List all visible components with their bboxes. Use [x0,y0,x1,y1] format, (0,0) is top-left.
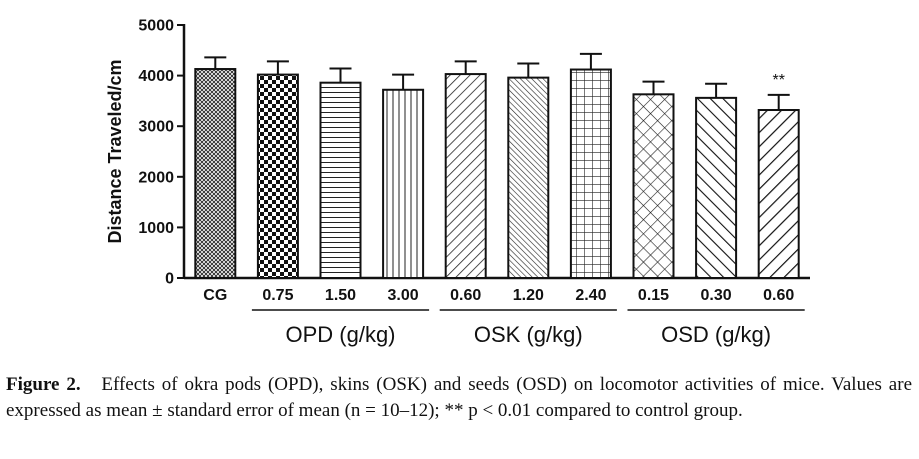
group-label: OSD (g/kg) [661,322,771,347]
bar [256,73,299,279]
bar [382,88,425,279]
x-tick-label: 0.30 [701,287,732,304]
bar [632,93,675,279]
bar [757,109,800,280]
significance-label: ** [772,72,784,89]
bar [194,68,237,279]
x-tick-label: 0.60 [763,287,794,304]
group-label: OPD (g/kg) [285,322,395,347]
x-tick-label: 3.00 [388,287,419,304]
x-tick-label: 2.40 [575,287,606,304]
group-label: OSK (g/kg) [474,322,583,347]
bar [695,96,738,279]
y-tick-label: 1000 [138,220,174,237]
figure-caption-text: Effects of okra pods (OPD), skins (OSK) … [6,374,913,421]
x-tick-label: 0.15 [638,287,669,304]
y-tick-label: 5000 [138,18,174,35]
y-tick-label: 0 [165,271,174,288]
bar [319,81,362,279]
x-tick-label: 0.75 [262,287,293,304]
figure-label: Figure 2. [6,374,81,395]
x-tick-label: CG [203,287,227,304]
figure-caption: Figure 2. Effects of okra pods (OPD), sk… [6,372,912,424]
y-tick-label: 4000 [138,68,174,85]
bar [507,76,550,280]
y-tick-label: 3000 [138,119,174,136]
bar [444,73,487,279]
x-tick-label: 1.50 [325,287,356,304]
bar [569,68,612,279]
y-axis-label: Distance Traveled/cm [105,59,125,243]
x-tick-label: 1.20 [513,287,544,304]
bar-chart: 0 1000 2000 3000 4000 5000 Distance Traveled/c… [105,18,810,347]
x-tick-label: 0.60 [450,287,481,304]
y-tick-label: 2000 [138,169,174,186]
